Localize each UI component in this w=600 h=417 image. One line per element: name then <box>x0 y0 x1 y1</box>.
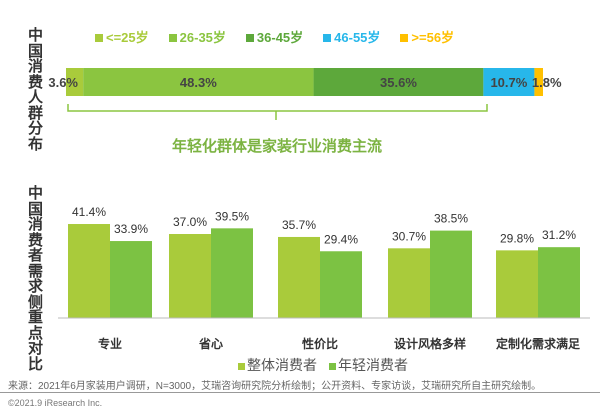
bracket <box>67 104 488 120</box>
legend-swatch <box>323 34 332 42</box>
legend-label: <=25岁 <box>106 30 149 45</box>
data-label: 31.2% <box>542 228 576 242</box>
category-label: 专业 <box>98 336 122 351</box>
legend-item: >=56岁 <box>400 27 454 46</box>
bar <box>496 250 538 318</box>
series-legend: 整体消费者 年轻消费者 <box>238 355 408 375</box>
legend-item: <=25岁 <box>95 27 149 46</box>
legend-label: 整体消费者 <box>247 357 317 373</box>
annotation: 年轻化群体是家装行业消费主流 <box>172 138 383 155</box>
legend-label: >=56岁 <box>411 30 455 45</box>
legend-swatch <box>238 363 245 370</box>
legend-label: 36-45岁 <box>256 30 304 45</box>
bar <box>110 241 152 318</box>
data-label: 3.6% <box>48 75 78 90</box>
legend-item: 整体消费者 <box>238 355 317 375</box>
category-label: 定制化需求满足 <box>496 336 580 351</box>
age-legend: <=25岁 26-35岁 36-45岁 46-55岁 >=56岁 <box>95 27 454 46</box>
legend-label: 年轻消费者 <box>338 357 408 373</box>
bar <box>68 224 110 318</box>
source-note: 来源：2021年6月家装用户调研，N=3000，艾瑞咨询研究院分析绘制；公开资料… <box>8 381 542 392</box>
legend-label: 46-55岁 <box>334 30 381 45</box>
top-chart-title: 中国消费人群分布 <box>28 27 44 153</box>
data-label: 35.6% <box>380 75 417 90</box>
data-label: 33.9% <box>114 222 148 236</box>
data-label: 29.8% <box>500 231 534 245</box>
bar <box>169 234 211 318</box>
data-label: 38.5% <box>434 212 468 226</box>
data-label: 35.7% <box>282 218 316 232</box>
legend-swatch <box>400 34 409 42</box>
category-label: 性价比 <box>301 336 338 351</box>
stack-segment <box>534 68 543 96</box>
legend-item: 26-35岁 <box>168 27 226 46</box>
copyright: ©2021.9 iResearch Inc. <box>8 398 103 408</box>
legend-swatch <box>168 34 177 42</box>
data-label: 41.4% <box>72 205 106 219</box>
legend-item: 年轻消费者 <box>329 355 408 375</box>
legend-item: 46-55岁 <box>323 27 380 46</box>
bar <box>538 247 580 318</box>
bar <box>388 248 430 318</box>
data-label: 10.7% <box>490 75 527 90</box>
bottom-chart-title: 中国消费者需求侧重点对比 <box>28 185 44 373</box>
data-label: 30.7% <box>392 229 426 243</box>
stack-segment <box>483 68 535 96</box>
data-label: 48.3% <box>180 75 217 90</box>
category-label: 省心 <box>198 336 223 351</box>
legend-label: 26-35岁 <box>179 30 226 45</box>
stack-segment <box>66 68 84 96</box>
legend-swatch <box>95 34 103 42</box>
stack-segment <box>83 68 314 96</box>
data-label: 1.8% <box>532 75 562 90</box>
legend-swatch <box>329 363 336 370</box>
data-label: 39.5% <box>215 209 249 223</box>
bar <box>430 230 472 318</box>
stack-segment <box>313 68 484 96</box>
bar <box>211 228 253 318</box>
legend-swatch <box>245 34 254 42</box>
legend-item: 36-45岁 <box>245 27 304 46</box>
data-label: 29.4% <box>324 232 358 246</box>
divider <box>0 392 600 393</box>
category-label: 设计风格多样 <box>394 336 466 351</box>
bar <box>320 251 362 318</box>
bar <box>278 236 320 318</box>
data-label: 37.0% <box>173 215 207 229</box>
